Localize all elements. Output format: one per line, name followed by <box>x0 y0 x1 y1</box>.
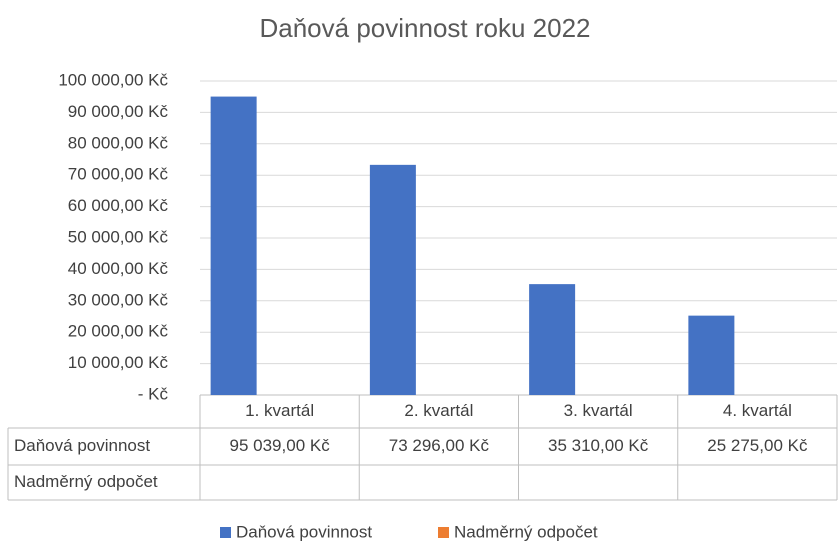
y-tick-label: 70 000,00 Kč <box>68 165 169 184</box>
legend-label: Daňová povinnost <box>236 522 372 541</box>
y-tick-label: 90 000,00 Kč <box>68 102 169 121</box>
y-tick-label: 20 000,00 Kč <box>68 322 169 341</box>
table-value: 25 275,00 Kč <box>707 436 808 455</box>
table-value: 95 039,00 Kč <box>230 436 331 455</box>
bar <box>369 164 416 395</box>
bar <box>688 315 735 395</box>
x-tick-label: 2. kvartál <box>404 401 473 420</box>
y-tick-label: 100 000,00 Kč <box>58 70 168 89</box>
bar <box>529 284 576 395</box>
table-value: 73 296,00 Kč <box>389 436 490 455</box>
table-row-label: Daňová povinnost <box>14 436 150 455</box>
y-tick-label: 30 000,00 Kč <box>68 290 169 309</box>
y-tick-label: 40 000,00 Kč <box>68 259 169 278</box>
x-tick-label: 3. kvartál <box>564 401 633 420</box>
legend-label: Nadměrný odpočet <box>454 522 598 541</box>
y-tick-label: 10 000,00 Kč <box>68 353 169 372</box>
y-tick-label: 50 000,00 Kč <box>68 227 169 246</box>
table-value: 35 310,00 Kč <box>548 436 649 455</box>
y-tick-label: - Kč <box>138 384 169 403</box>
legend-swatch <box>220 527 231 538</box>
y-tick-label: 60 000,00 Kč <box>68 196 169 215</box>
table-row-label: Nadměrný odpočet <box>14 472 158 491</box>
x-tick-label: 4. kvartál <box>723 401 792 420</box>
chart-title: Daňová povinnost roku 2022 <box>259 13 590 43</box>
bar <box>210 96 257 395</box>
legend-swatch <box>438 527 449 538</box>
x-tick-label: 1. kvartál <box>245 401 314 420</box>
y-tick-label: 80 000,00 Kč <box>68 133 169 152</box>
